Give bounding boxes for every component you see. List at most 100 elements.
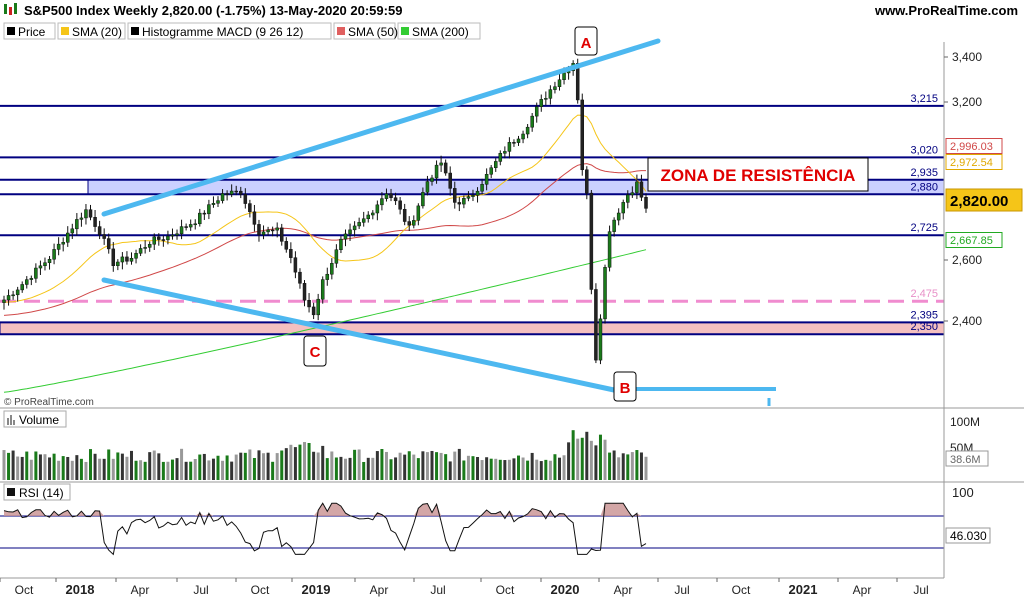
candle	[598, 314, 603, 365]
x-tick-9: 2020	[551, 582, 580, 597]
volume-bar	[357, 449, 361, 480]
volume-bar	[571, 430, 575, 480]
candle	[361, 211, 366, 227]
candle	[425, 175, 430, 196]
candle	[384, 188, 389, 202]
candle	[266, 226, 270, 236]
volume-bar	[526, 460, 530, 480]
volume-bar	[170, 459, 174, 480]
candle	[635, 174, 639, 200]
candle	[61, 237, 65, 252]
volume-bar	[29, 459, 33, 480]
candle	[166, 230, 170, 245]
candle	[585, 166, 589, 200]
svg-text:2,972.54: 2,972.54	[950, 157, 993, 169]
candle	[357, 217, 361, 229]
candle	[548, 85, 553, 105]
volume-bar	[275, 453, 279, 480]
annotation-b: B	[613, 371, 637, 402]
candle	[134, 249, 138, 264]
candle	[116, 259, 120, 271]
app-logo-icon	[4, 3, 17, 15]
x-tick-0: Oct	[15, 583, 34, 597]
legend-item-3: SMA (50)	[333, 22, 398, 40]
volume-bar	[330, 451, 334, 480]
volume-bar	[198, 454, 202, 480]
volume-bar	[544, 459, 548, 480]
volume-bar	[202, 453, 206, 480]
price-panel	[0, 42, 944, 407]
annotation-a: A	[574, 26, 598, 56]
level-label-2: 2,935	[910, 167, 938, 179]
volume-bar	[394, 457, 398, 480]
volume-bar	[589, 440, 593, 480]
volume-bar	[480, 460, 484, 480]
candle	[480, 178, 484, 195]
legend-label-0: Price	[18, 25, 46, 39]
candle	[188, 219, 193, 231]
volume-bar	[184, 461, 188, 480]
volume-bar	[84, 461, 88, 480]
svg-text:38.6M: 38.6M	[950, 454, 981, 466]
rsi-title: RSI (14)	[19, 486, 64, 500]
volume-bar	[489, 458, 493, 480]
annotation-c: C	[303, 335, 327, 367]
volume-bar	[75, 455, 79, 480]
candle	[216, 196, 220, 207]
candle	[466, 191, 471, 202]
volume-bar	[316, 452, 320, 480]
volume-bar	[20, 456, 24, 480]
volume-bar	[353, 449, 357, 480]
volume-bar	[421, 451, 425, 480]
candle	[234, 185, 238, 196]
x-tick-12: Oct	[732, 583, 751, 597]
candle	[275, 222, 279, 238]
candle	[79, 212, 84, 227]
candle	[52, 243, 56, 265]
volume-bar	[189, 461, 193, 480]
candle	[2, 295, 6, 310]
volume-bar	[325, 458, 329, 480]
legend-item-2: Histogramme MACD (9 26 12)	[127, 22, 332, 40]
candle	[630, 186, 635, 198]
volume-bar	[494, 458, 498, 480]
x-tick-11: Jul	[674, 583, 689, 597]
candle	[366, 211, 371, 223]
volume-bar	[512, 458, 516, 480]
candle	[229, 184, 234, 198]
candle	[421, 187, 425, 209]
candle	[603, 264, 607, 324]
volume-bar	[271, 461, 275, 480]
volume-bar	[57, 460, 61, 480]
volume-bar	[93, 453, 97, 480]
sma50-line	[3, 163, 646, 316]
volume-bar	[11, 450, 15, 480]
candle	[111, 242, 116, 272]
volume-bar	[585, 431, 589, 480]
legend-item-0: Price	[3, 22, 56, 40]
candle	[607, 225, 612, 272]
x-tick-3: Jul	[193, 583, 208, 597]
candle	[184, 223, 188, 231]
x-tick-8: Oct	[496, 583, 515, 597]
volume-bar	[384, 451, 388, 480]
volume-bar	[16, 456, 20, 480]
candle	[38, 260, 43, 275]
volume-bar	[339, 456, 343, 480]
legend-item-1: SMA (20)	[57, 22, 126, 40]
x-tick-13: 2021	[789, 582, 818, 597]
candle	[270, 226, 275, 237]
candle	[289, 242, 293, 264]
price-tag-0: 2,996.03	[945, 138, 1003, 154]
volume-bar	[476, 457, 480, 480]
volume-bar	[157, 453, 161, 480]
site-url[interactable]: www.ProRealTime.com	[874, 3, 1018, 18]
volume-bar	[148, 452, 152, 480]
volume-bar	[444, 454, 448, 480]
volume-bar	[252, 457, 256, 480]
volume-bar	[430, 450, 434, 480]
candle	[202, 210, 207, 220]
candle	[106, 233, 111, 254]
x-tick-1: 2018	[66, 582, 95, 597]
volume-bar	[321, 445, 325, 480]
